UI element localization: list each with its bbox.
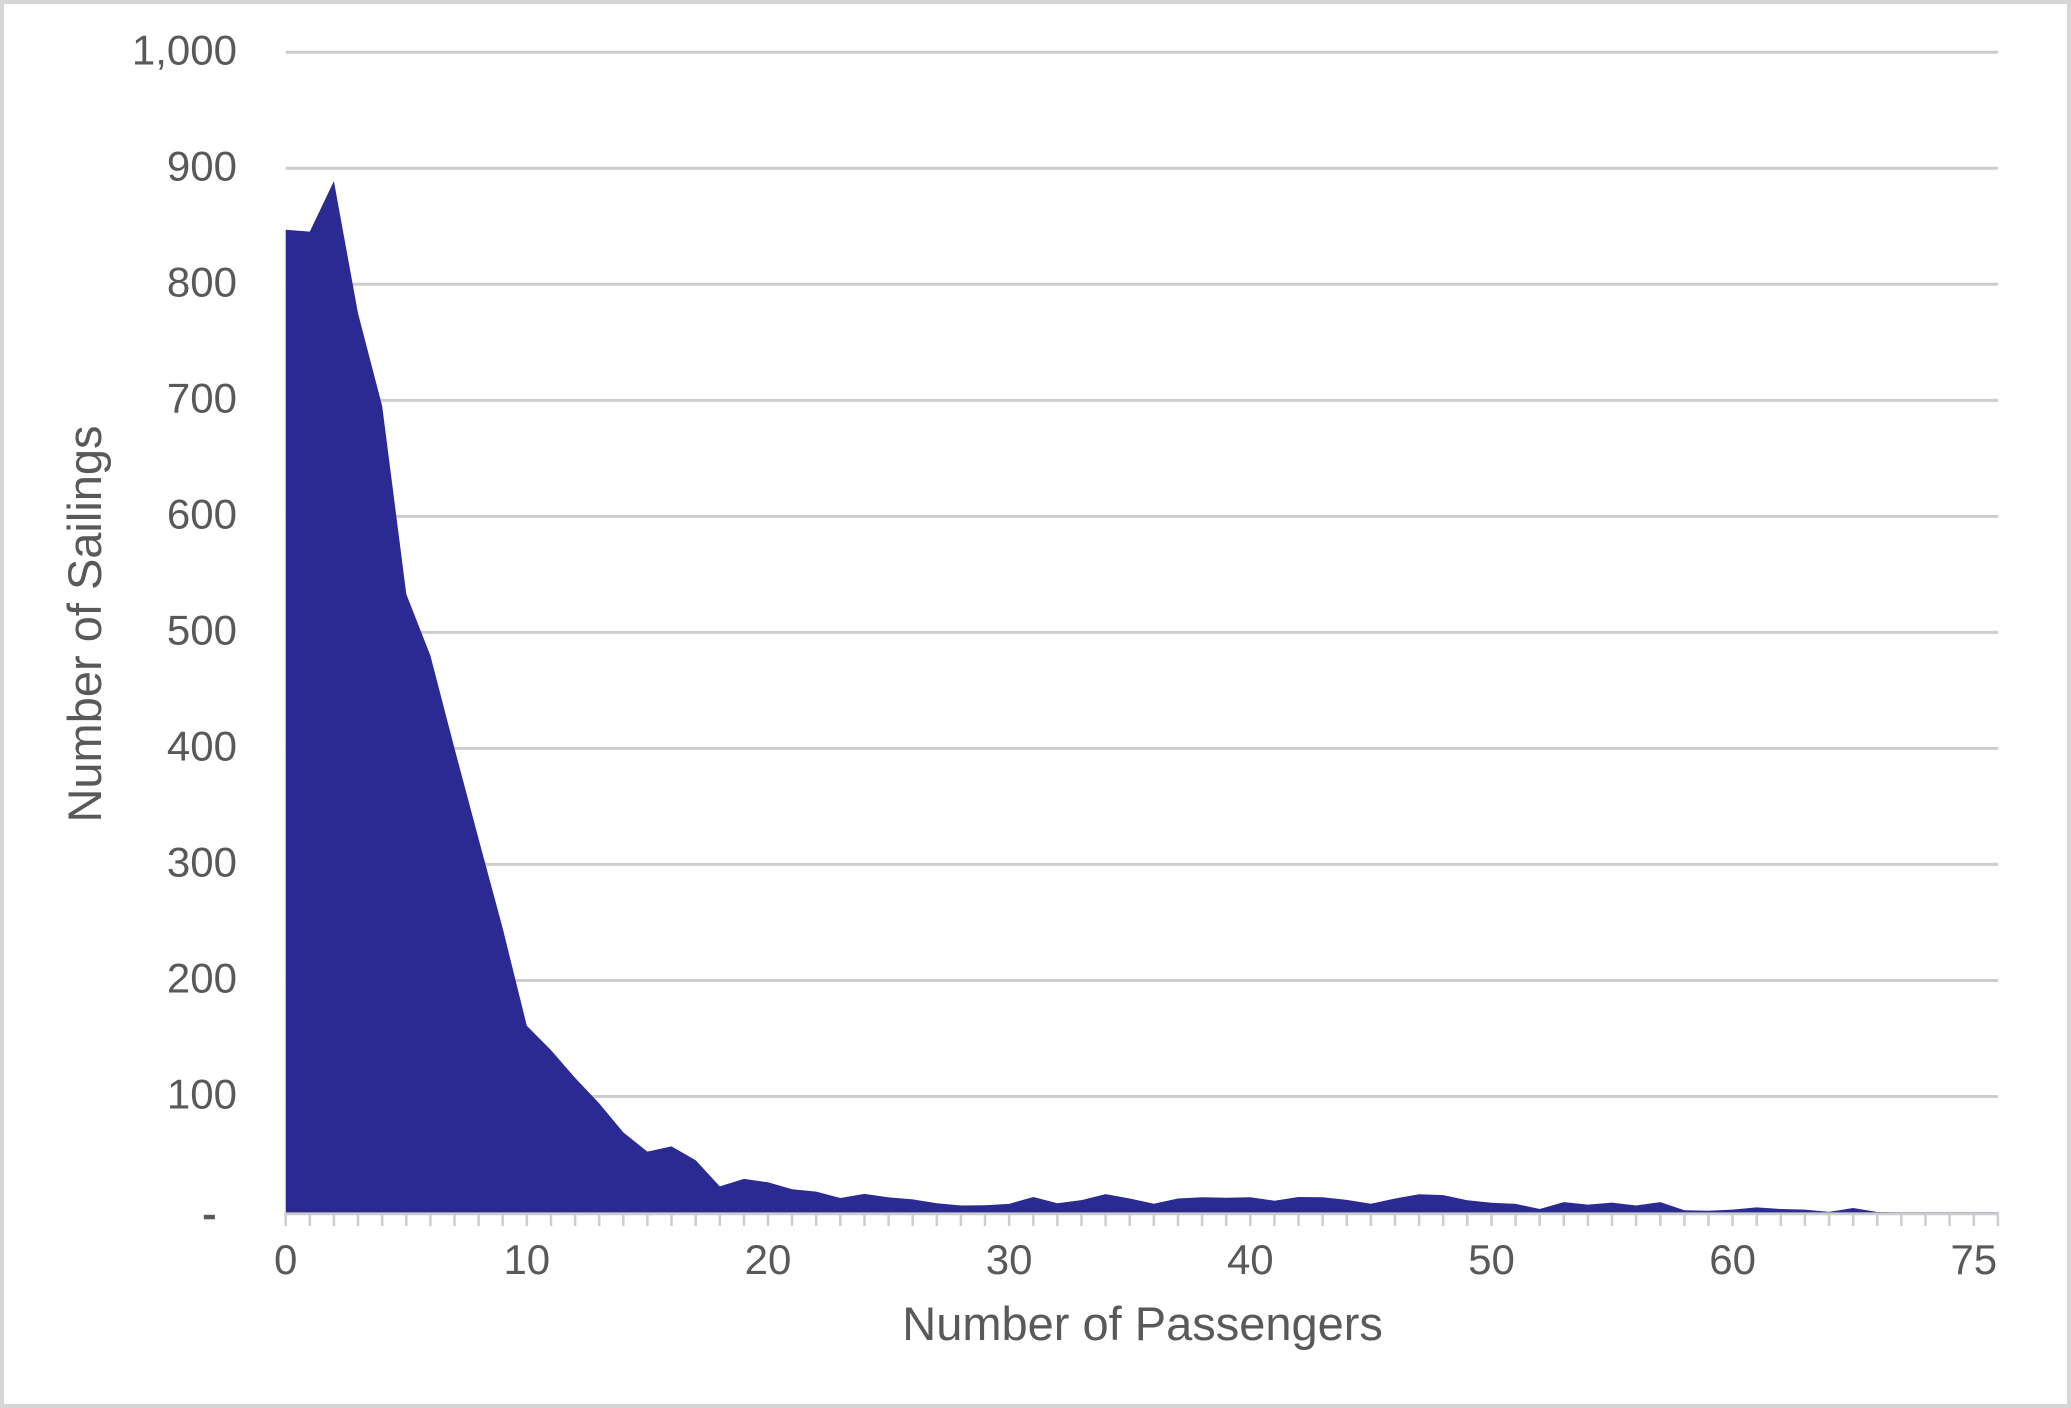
svg-text:800: 800 (167, 258, 237, 305)
svg-text:Number of Sailings: Number of Sailings (58, 425, 111, 822)
svg-text:600: 600 (167, 490, 237, 537)
svg-text:1,000: 1,000 (132, 26, 237, 73)
svg-text:200: 200 (167, 955, 237, 1002)
svg-text:20: 20 (745, 1236, 792, 1283)
svg-text:0: 0 (274, 1236, 297, 1283)
svg-text:30: 30 (986, 1236, 1033, 1283)
svg-text:60: 60 (1709, 1236, 1756, 1283)
svg-text:300: 300 (167, 838, 237, 885)
svg-text:700: 700 (167, 374, 237, 421)
svg-text:500: 500 (167, 606, 237, 653)
svg-text:40: 40 (1227, 1236, 1274, 1283)
svg-text:75: 75 (1950, 1236, 1997, 1283)
svg-text:900: 900 (167, 142, 237, 189)
svg-text:50: 50 (1468, 1236, 1515, 1283)
svg-text:Number of Passengers: Number of Passengers (902, 1297, 1383, 1350)
svg-text:100: 100 (167, 1071, 237, 1118)
svg-text:400: 400 (167, 722, 237, 769)
svg-text:10: 10 (503, 1236, 550, 1283)
